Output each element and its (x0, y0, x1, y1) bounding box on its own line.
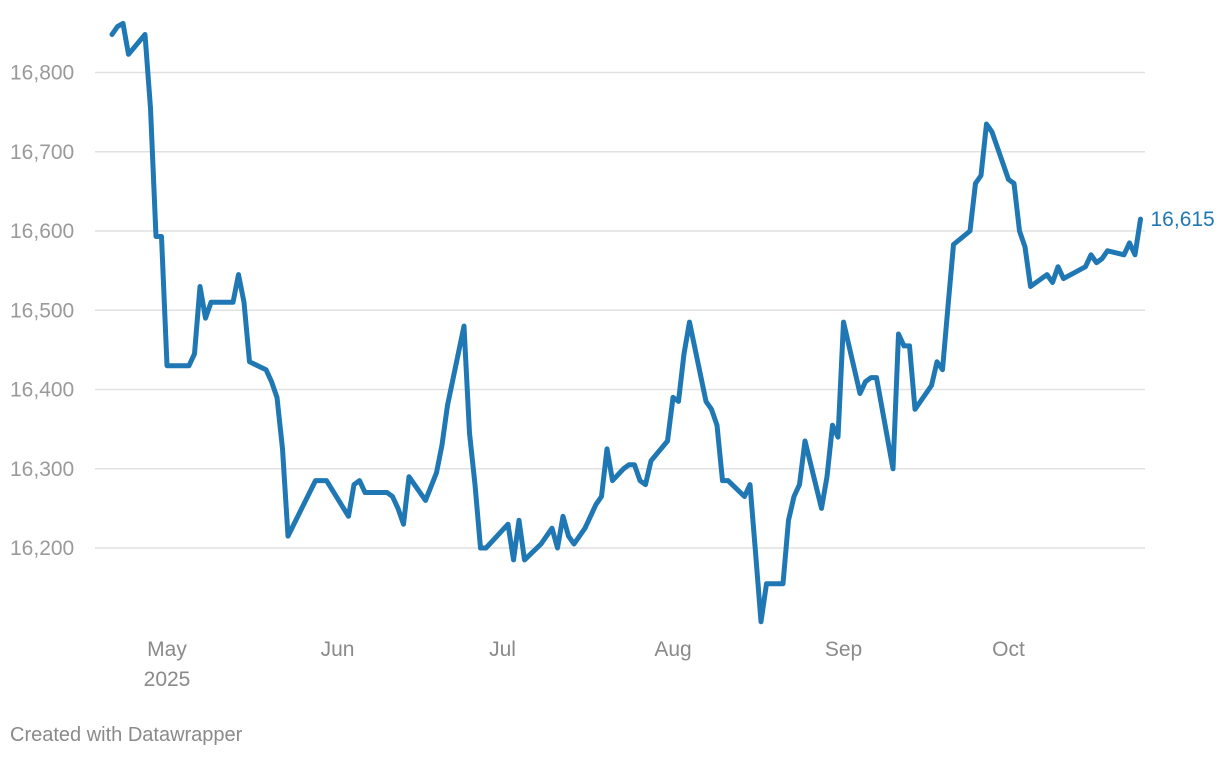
y-axis-tick-labels: 16,200 16,300 16,400 16,500 16,600 16,700 16,8… (10, 62, 74, 561)
y-tick-label: 16,800 (10, 62, 74, 85)
x-tick-label: Jun (321, 638, 355, 661)
x-axis-tick-labels: May 2025 Jun Jul Aug Sep Oct (144, 638, 1025, 691)
series-line (109, 20, 1143, 625)
y-tick-label: 16,400 (10, 379, 74, 402)
x-tick-label: Aug (654, 638, 691, 661)
x-tick-label: Jul (489, 638, 516, 661)
x-tick-label: Sep (825, 638, 862, 661)
end-value-label: 16,615 (1151, 208, 1215, 231)
y-tick-label: 16,200 (10, 537, 74, 560)
gridlines (95, 71, 1145, 549)
y-tick-label: 16,600 (10, 220, 74, 243)
x-tick-label: May (147, 638, 187, 661)
credit-text: Created with Datawrapper (10, 724, 243, 746)
y-tick-label: 16,700 (10, 141, 74, 164)
series-line-group (109, 20, 1143, 625)
end-value-label-group: 16,615 (1151, 208, 1215, 231)
y-tick-label: 16,300 (10, 458, 74, 481)
y-tick-label: 16,500 (10, 299, 74, 322)
x-tick-label: Oct (992, 638, 1025, 661)
x-tick-sublabel: 2025 (144, 668, 191, 691)
